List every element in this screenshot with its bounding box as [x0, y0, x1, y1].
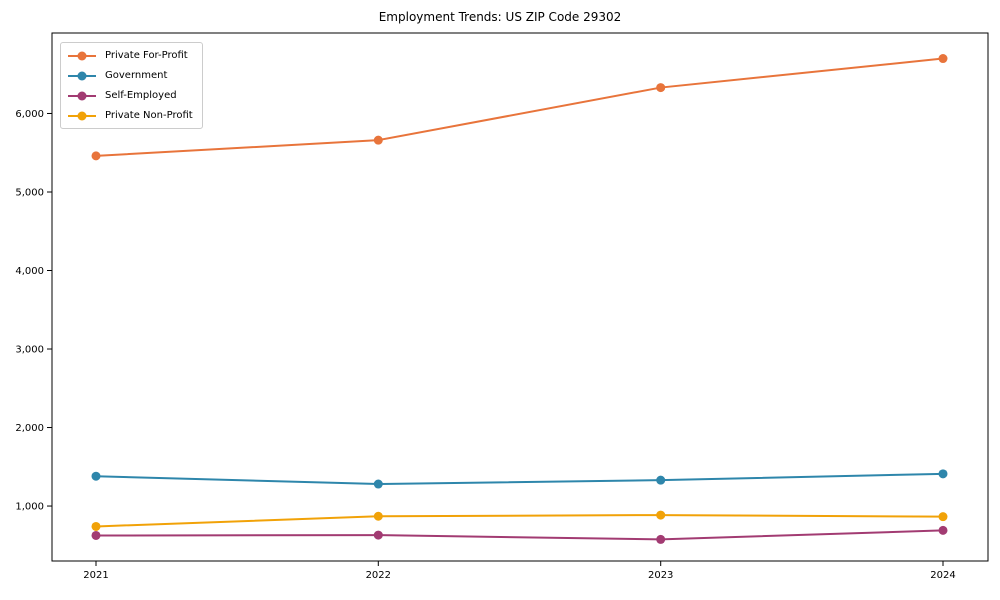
data-point — [91, 471, 101, 481]
y-tick-label: 5,000 — [15, 187, 44, 198]
axes-frame — [51, 32, 989, 562]
data-point — [656, 534, 666, 544]
legend-label: Private Non-Profit — [105, 110, 193, 121]
series-line — [95, 472, 944, 486]
series-line — [95, 529, 944, 541]
legend-label: Self-Employed — [105, 90, 177, 101]
y-tick-label: 2,000 — [15, 423, 44, 434]
y-tick-label: 1,000 — [15, 502, 44, 513]
legend-marker-icon — [68, 51, 96, 60]
legend-marker-icon — [68, 111, 96, 120]
x-tick-label: 2023 — [648, 570, 673, 581]
data-point — [656, 510, 666, 520]
legend-label: Government — [105, 70, 168, 81]
data-point — [373, 135, 383, 145]
data-point — [656, 475, 666, 485]
data-point — [938, 512, 948, 522]
y-tick-label: 6,000 — [15, 109, 44, 120]
data-point — [373, 530, 383, 540]
legend-item-private-for-profit: Private For-Profit — [67, 49, 193, 62]
series-line — [95, 514, 944, 528]
data-point — [938, 525, 948, 535]
data-point — [91, 521, 101, 531]
data-point — [938, 54, 948, 64]
legend-item-government: Government — [67, 69, 193, 82]
legend: Private For-Profit Government Self-Emplo… — [60, 42, 203, 129]
x-tick-label: 2021 — [83, 570, 108, 581]
data-point — [373, 479, 383, 489]
series-line — [95, 57, 944, 157]
data-point — [91, 151, 101, 161]
legend-marker-icon — [68, 71, 96, 80]
data-point — [656, 83, 666, 93]
y-tick-label: 4,000 — [15, 266, 44, 277]
x-tick-label: 2024 — [930, 570, 955, 581]
x-tick-label: 2022 — [366, 570, 391, 581]
legend-item-private-non-profit: Private Non-Profit — [67, 109, 193, 122]
data-point — [938, 469, 948, 479]
data-point — [373, 511, 383, 521]
legend-marker-icon — [68, 91, 96, 100]
y-tick-label: 3,000 — [15, 345, 44, 356]
chart-title: Employment Trends: US ZIP Code 29302 — [378, 10, 622, 24]
legend-item-self-employed: Self-Employed — [67, 89, 193, 102]
data-point — [91, 530, 101, 540]
legend-label: Private For-Profit — [105, 50, 188, 61]
